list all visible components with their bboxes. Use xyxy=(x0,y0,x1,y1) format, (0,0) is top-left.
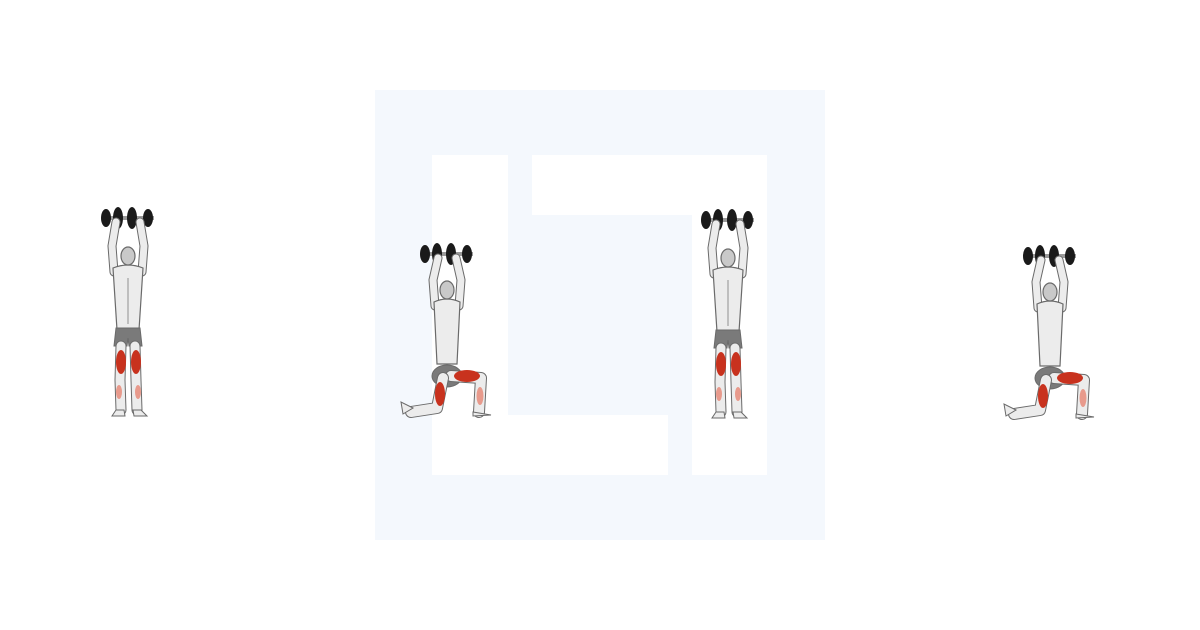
right-arm xyxy=(736,220,748,278)
head xyxy=(120,246,136,266)
left-arm xyxy=(1032,256,1045,312)
dumbbell-plate xyxy=(101,209,111,227)
foot xyxy=(1003,403,1018,417)
calf-muscle xyxy=(476,387,484,405)
dumbbell-icon xyxy=(420,243,473,265)
dumbbell-icon xyxy=(101,207,154,229)
quadriceps-muscle xyxy=(131,350,141,374)
calf-muscle xyxy=(735,387,741,401)
dumbbell-plate xyxy=(462,245,472,263)
right-arm xyxy=(136,218,148,276)
head xyxy=(439,280,455,300)
dumbbell-plate xyxy=(1023,247,1033,265)
hamstring-muscle xyxy=(1038,384,1048,408)
foot xyxy=(472,411,492,417)
calf-muscle xyxy=(1079,389,1087,407)
torso xyxy=(1036,300,1064,367)
foot xyxy=(132,409,149,417)
hamstring-muscle xyxy=(435,382,445,406)
right-arm xyxy=(1055,256,1068,312)
lunge-figure-right xyxy=(1003,245,1095,420)
dumbbell-plate xyxy=(127,207,137,229)
head xyxy=(720,248,736,268)
foot xyxy=(711,411,726,419)
foot xyxy=(111,409,126,417)
dumbbell-plate xyxy=(727,209,737,231)
quadriceps-muscle xyxy=(1057,372,1083,384)
head xyxy=(1042,282,1058,302)
foot xyxy=(1075,413,1095,419)
dumbbell-plate xyxy=(743,211,753,229)
dumbbell-plate xyxy=(1065,247,1075,265)
left-arm xyxy=(429,254,442,310)
foot xyxy=(400,401,415,415)
dumbbell-plate xyxy=(143,209,153,227)
quadriceps-muscle xyxy=(116,350,126,374)
quadriceps-muscle xyxy=(454,370,480,382)
watermark-bar xyxy=(432,415,668,475)
calf-muscle xyxy=(116,385,122,399)
torso xyxy=(433,298,461,365)
lunge-figure-left xyxy=(400,243,492,418)
left-arm xyxy=(708,220,720,278)
quadriceps-muscle xyxy=(716,352,726,376)
standing-figure-right xyxy=(701,209,754,419)
dumbbell-icon xyxy=(1023,245,1076,267)
calf-muscle xyxy=(716,387,722,401)
foot xyxy=(732,411,749,419)
quadriceps-muscle xyxy=(731,352,741,376)
dumbbell-plate xyxy=(420,245,430,263)
calf-muscle xyxy=(135,385,141,399)
right-arm xyxy=(452,254,465,310)
standing-figure-left xyxy=(101,207,154,417)
left-arm xyxy=(108,218,120,276)
dumbbell-plate xyxy=(701,211,711,229)
